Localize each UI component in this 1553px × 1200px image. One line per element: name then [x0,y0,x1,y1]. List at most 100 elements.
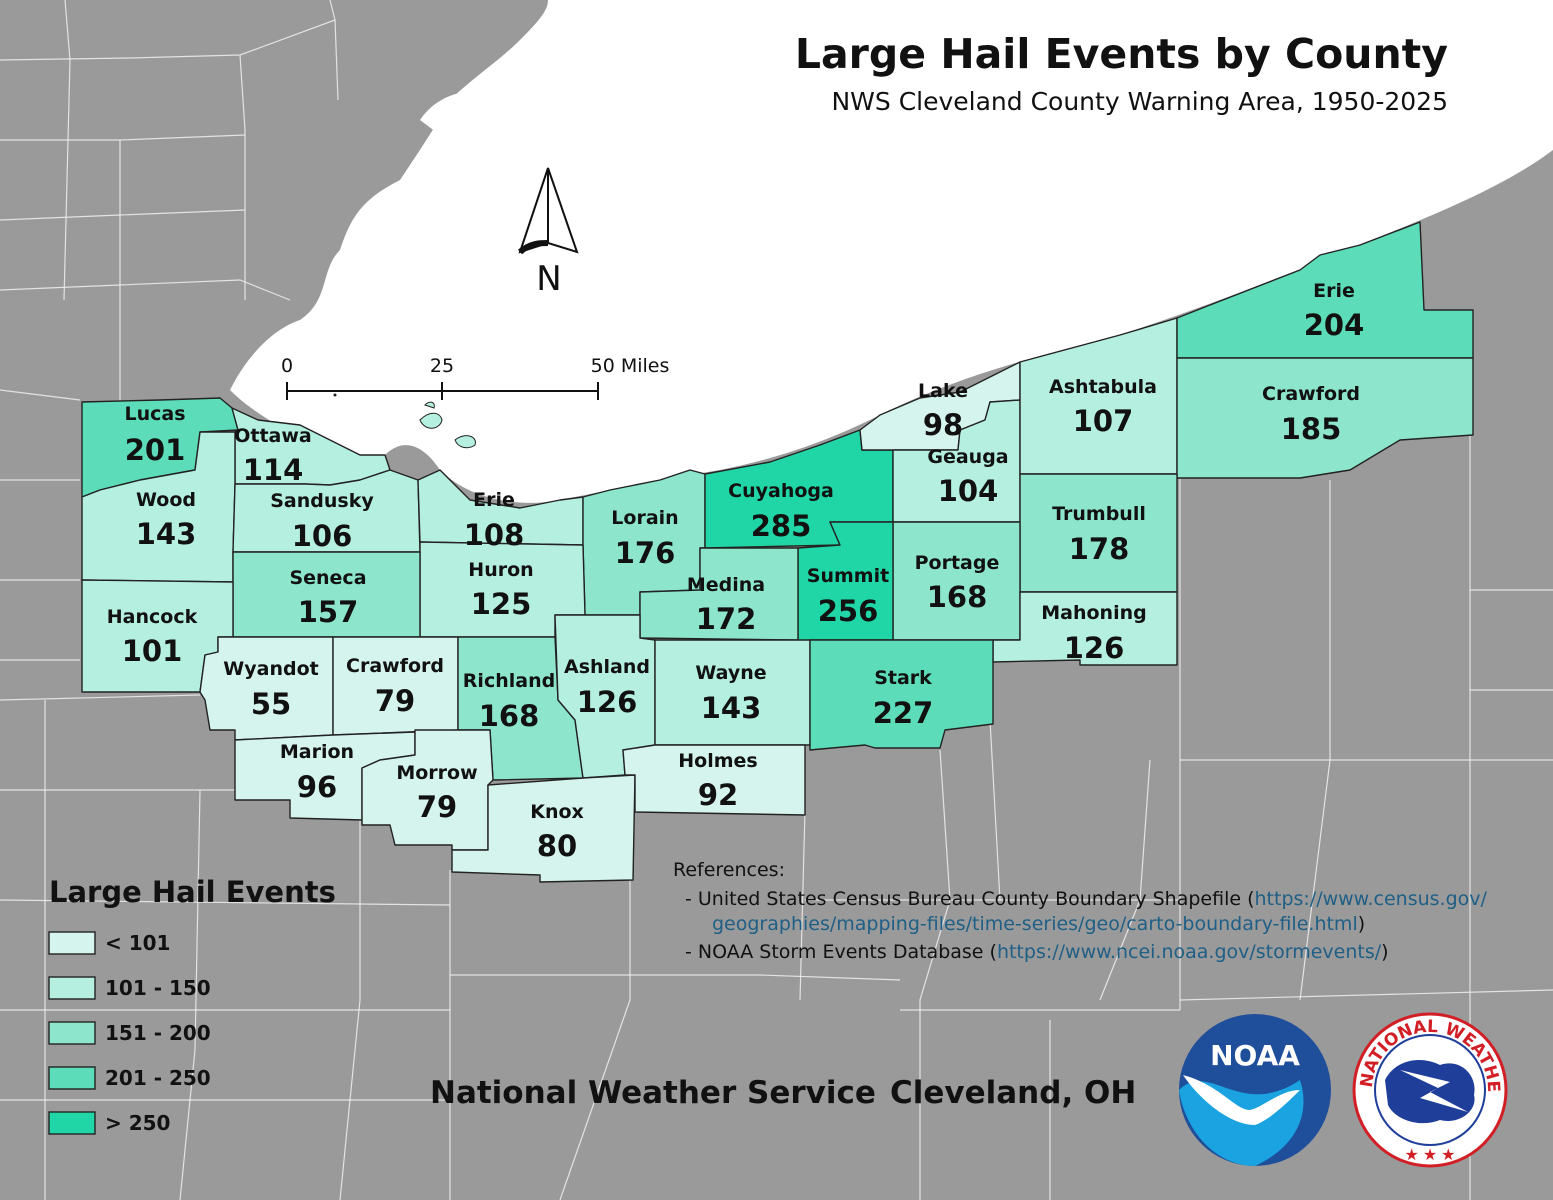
county-name-cuyahoga: Cuyahoga [728,480,834,502]
county-mahoning[interactable] [992,591,1178,666]
county-value-geauga: 104 [938,474,999,508]
map-title: Large Hail Events by County [795,30,1448,78]
county-value-ashland: 126 [577,685,638,719]
lake-islands [333,393,476,449]
legend-label-0: < 101 [105,931,170,955]
reference-2-prefix: - NOAA Storm Events Database ( [685,941,997,963]
county-value-ottawa: 114 [243,453,304,487]
nws-stars: ★ ★ ★ [1404,1147,1455,1164]
county-value-stark: 227 [873,696,934,730]
county-value-richland: 168 [479,699,540,733]
footer-office: Cleveland, OH [890,1075,1136,1111]
reference-1-line-2: geographies/mapping-files/time-series/ge… [712,913,1365,935]
county-value-hancock: 101 [122,634,183,668]
county-name-sandusky: Sandusky [270,490,374,512]
legend-swatch-4 [48,1111,96,1135]
county-name-medina: Medina [687,574,765,596]
county-value-knox: 80 [537,829,577,863]
county-name-crawford-pa: Crawford [1262,383,1360,405]
legend-label-2: 151 - 200 [105,1021,211,1045]
county-value-holmes: 92 [698,778,738,812]
county-value-cuyahoga: 285 [751,509,812,543]
county-value-summit: 256 [818,594,879,628]
county-name-erie-oh: Erie [473,489,515,511]
county-name-marion: Marion [280,741,354,763]
county-value-huron: 125 [471,587,532,621]
county-value-lucas: 201 [125,433,186,467]
county-name-morrow: Morrow [396,762,477,784]
county-value-trumbull: 178 [1069,532,1130,566]
legend-swatch-1 [48,976,96,1000]
reference-1-prefix: - United States Census Bureau County Bou… [685,888,1255,910]
reference-1-link[interactable]: https://www.census.gov/ [1255,888,1488,910]
county-value-lake: 98 [923,408,963,442]
legend-label-3: 201 - 250 [105,1066,211,1090]
county-name-richland: Richland [463,670,555,692]
county-value-morrow: 79 [417,790,457,824]
county-value-mahoning: 126 [1064,631,1125,665]
county-morrow[interactable] [361,729,494,851]
county-value-wood: 143 [136,517,197,551]
noaa-logo: NOAA [1179,1014,1331,1166]
county-value-lorain: 176 [615,536,676,570]
reference-2: - NOAA Storm Events Database (https://ww… [685,941,1389,963]
county-name-trumbull: Trumbull [1052,503,1146,525]
counties-layer [81,221,1474,883]
county-name-mahoning: Mahoning [1041,602,1146,624]
county-value-erie-oh: 108 [464,518,525,552]
county-crawford-pa[interactable] [1176,357,1474,479]
north-label: N [536,259,561,299]
footer-org: National Weather Service [430,1075,876,1111]
scale-label-25: 25 [430,355,454,377]
noaa-logo-text: NOAA [1210,1039,1300,1072]
county-name-knox: Knox [530,801,584,823]
county-value-sandusky: 106 [292,519,353,553]
legend-swatch-2 [48,1021,96,1045]
legend-swatch-0 [48,931,96,955]
reference-2-link[interactable]: https://www.ncei.noaa.gov/stormevents/ [997,941,1382,963]
legend-label-4: > 250 [105,1111,170,1135]
county-value-medina: 172 [696,602,757,636]
references-heading: References: [673,859,785,881]
county-name-portage: Portage [915,552,1000,574]
county-name-summit: Summit [807,565,889,587]
county-labels: Lucas 201 Ottawa 114 Wood 143 Sandusky 106 Erie 1… [107,280,1365,863]
county-value-wyandot: 55 [251,687,291,721]
scale-label-0: 0 [281,355,293,377]
county-name-erie-pa: Erie [1313,280,1355,302]
county-stark[interactable] [809,639,994,751]
county-name-holmes: Holmes [678,750,757,772]
legend-items: < 101 101 - 150 151 - 200 201 - 250 > 250 [48,931,211,1135]
county-name-stark: Stark [874,667,932,689]
lake-island [420,91,496,136]
county-value-wayne: 143 [701,691,762,725]
county-value-seneca: 157 [298,595,359,629]
county-value-marion: 96 [297,770,337,804]
county-knox[interactable] [451,774,636,883]
county-name-lucas: Lucas [124,403,185,425]
legend-label-1: 101 - 150 [105,976,211,1000]
county-name-wood: Wood [136,489,196,511]
county-value-crawford-oh: 79 [375,684,415,718]
county-name-wayne: Wayne [695,662,766,684]
map-subtitle: NWS Cleveland County Warning Area, 1950-… [831,87,1448,116]
county-name-huron: Huron [468,559,533,581]
county-name-ottawa: Ottawa [234,425,312,447]
county-name-seneca: Seneca [289,567,366,589]
county-value-portage: 168 [927,580,988,614]
county-name-hancock: Hancock [107,606,198,628]
county-holmes[interactable] [622,744,806,816]
county-value-erie-pa: 204 [1304,308,1365,342]
north-arrow: N [517,167,579,299]
county-name-lorain: Lorain [611,507,678,529]
reference-2-suffix: ) [1381,941,1388,963]
county-name-ashland: Ashland [564,656,650,678]
scale-bar: 0 25 50 Miles [281,355,669,400]
county-name-geauga: Geauga [927,446,1008,468]
legend-swatch-3 [48,1066,96,1090]
lake-erie [230,0,1553,503]
county-name-lake: Lake [918,380,968,402]
reference-1-link-cont[interactable]: geographies/mapping-files/time-series/ge… [712,913,1358,935]
